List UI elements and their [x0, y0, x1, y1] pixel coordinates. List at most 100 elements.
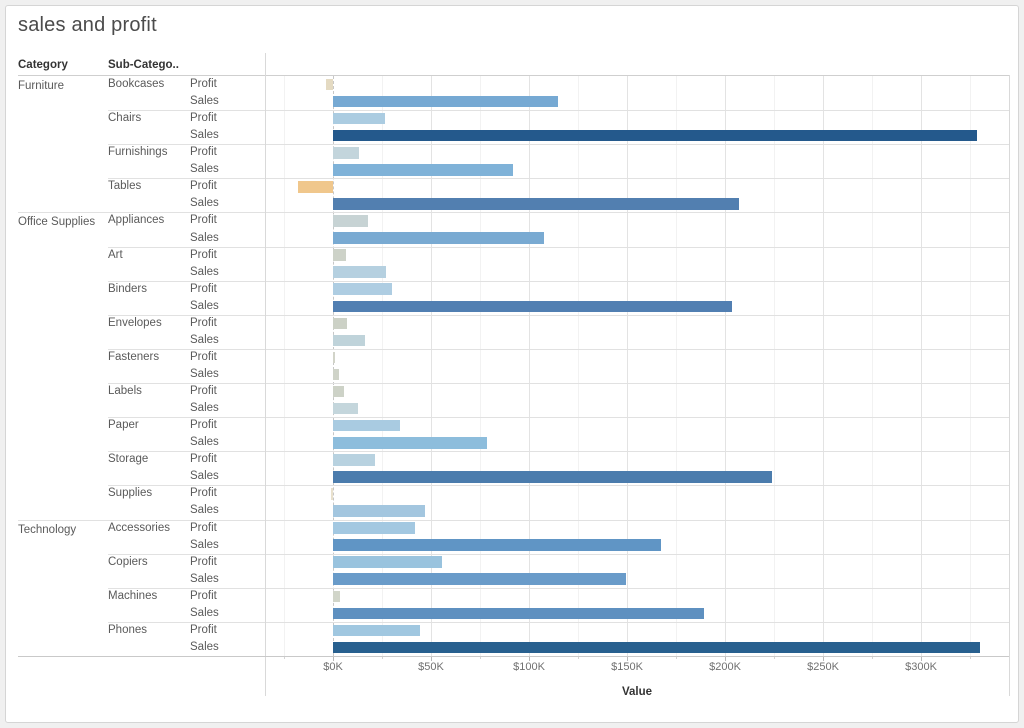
measure-label[interactable]: Profit [190, 112, 217, 125]
measure-label[interactable]: Sales [190, 538, 219, 551]
measure-label[interactable]: Sales [190, 572, 219, 585]
bar-art-profit[interactable] [333, 249, 346, 261]
major-gridline [921, 76, 922, 656]
bar-storage-sales[interactable] [333, 471, 772, 483]
bar-furnishings-profit[interactable] [333, 147, 359, 159]
subcategory-label[interactable]: Accessories [108, 521, 170, 534]
bar-chairs-sales[interactable] [333, 129, 977, 142]
subcategory-label[interactable]: Copiers [108, 555, 148, 568]
bar-fasteners-sales[interactable] [333, 368, 339, 381]
measure-label[interactable]: Sales [190, 95, 219, 108]
category-label[interactable]: Office Supplies [18, 216, 96, 229]
measure-label[interactable]: Sales [190, 197, 219, 210]
measure-label[interactable]: Profit [190, 350, 217, 363]
bar-phones-profit[interactable] [333, 624, 421, 637]
measure-label[interactable]: Profit [190, 316, 217, 329]
subcategory-label[interactable]: Labels [108, 385, 142, 398]
subcategory-label[interactable]: Storage [108, 453, 149, 466]
bar-appliances-profit[interactable] [333, 215, 369, 227]
bar-chairs-profit[interactable] [333, 112, 386, 125]
viz-card [5, 5, 1019, 723]
bar-copiers-sales[interactable] [333, 573, 627, 585]
bar-machines-sales[interactable] [333, 607, 704, 620]
subcategory-label[interactable]: Chairs [108, 112, 142, 125]
measure-label[interactable]: Sales [190, 470, 219, 483]
column-header-category[interactable]: Category [18, 59, 68, 71]
subcategory-label[interactable]: Art [108, 248, 123, 261]
bar-copiers-profit[interactable] [333, 556, 442, 568]
minor-gridline [774, 76, 775, 656]
bar-furnishings-sales[interactable] [333, 164, 513, 176]
subcategory-label[interactable]: Supplies [108, 487, 153, 500]
subcategory-label[interactable]: Furnishings [108, 146, 168, 159]
measure-label[interactable]: Profit [190, 487, 217, 500]
measure-label[interactable]: Sales [190, 333, 219, 346]
axis-tick [431, 657, 432, 661]
subcategory-label[interactable]: Paper [108, 419, 139, 432]
bar-labels-profit[interactable] [333, 385, 344, 398]
bar-art-sales[interactable] [333, 266, 387, 278]
subcategory-label[interactable]: Machines [108, 589, 158, 602]
axis-minor-tick [578, 657, 579, 659]
subcategory-separator [108, 246, 1009, 248]
measure-label[interactable]: Profit [190, 146, 217, 159]
subcategory-label[interactable]: Envelopes [108, 316, 162, 329]
measure-label[interactable]: Profit [190, 521, 217, 534]
measure-label[interactable]: Sales [190, 606, 219, 619]
measure-label[interactable]: Sales [190, 163, 219, 176]
measure-label[interactable]: Sales [190, 368, 219, 380]
bar-paper-sales[interactable] [333, 437, 487, 449]
measure-label[interactable]: Profit [190, 78, 217, 90]
measure-label[interactable]: Profit [190, 555, 217, 568]
bar-binders-profit[interactable] [333, 283, 393, 295]
bar-paper-profit[interactable] [333, 419, 400, 432]
bar-envelopes-sales[interactable] [333, 334, 366, 347]
bar-phones-sales[interactable] [333, 641, 980, 654]
measure-label[interactable]: Profit [190, 385, 217, 398]
measure-label[interactable]: Profit [190, 214, 217, 227]
measure-label[interactable]: Profit [190, 589, 217, 602]
category-label[interactable]: Technology [18, 523, 77, 536]
measure-label[interactable]: Sales [190, 640, 219, 653]
bar-tables-sales[interactable] [333, 198, 739, 210]
bar-accessories-sales[interactable] [333, 539, 662, 551]
bar-machines-profit[interactable] [333, 590, 340, 603]
subcategory-separator [108, 178, 1009, 180]
minor-gridline [676, 76, 677, 656]
measure-label[interactable]: Profit [190, 453, 217, 466]
axis-baseline [18, 656, 1009, 657]
measure-label[interactable]: Sales [190, 299, 219, 312]
bar-bookcases-profit[interactable] [326, 78, 333, 91]
measure-label[interactable]: Sales [190, 504, 219, 517]
bar-envelopes-profit[interactable] [333, 317, 347, 330]
measure-label[interactable]: Profit [190, 623, 217, 636]
subcategory-label[interactable]: Binders [108, 282, 147, 295]
column-header-subcategory[interactable]: Sub-Catego.. [108, 59, 179, 71]
measure-label[interactable]: Sales [190, 129, 219, 142]
bar-fasteners-profit[interactable] [333, 351, 335, 364]
subcategory-label[interactable]: Fasteners [108, 350, 160, 363]
subcategory-label[interactable]: Appliances [108, 214, 165, 227]
measure-label[interactable]: Profit [190, 282, 217, 295]
category-label[interactable]: Furniture [18, 80, 65, 92]
measure-label[interactable]: Sales [190, 402, 219, 415]
measure-label[interactable]: Profit [190, 419, 217, 432]
subcategory-label[interactable]: Bookcases [108, 78, 165, 90]
measure-label[interactable]: Profit [190, 180, 217, 193]
bar-binders-sales[interactable] [333, 300, 732, 313]
subcategory-label[interactable]: Phones [108, 623, 148, 636]
axis-tick-label: $0K [323, 661, 343, 673]
bar-accessories-profit[interactable] [333, 522, 416, 534]
bar-supplies-profit[interactable] [330, 488, 333, 500]
bar-bookcases-sales[interactable] [333, 95, 559, 108]
measure-label[interactable]: Sales [190, 265, 219, 278]
bar-appliances-sales[interactable] [333, 232, 544, 244]
measure-label[interactable]: Sales [190, 231, 219, 244]
bar-storage-profit[interactable] [333, 454, 375, 466]
measure-label[interactable]: Sales [190, 436, 219, 449]
bar-labels-sales[interactable] [333, 402, 358, 415]
subcategory-label[interactable]: Tables [108, 180, 142, 193]
bar-tables-profit[interactable] [298, 181, 333, 193]
measure-label[interactable]: Profit [190, 248, 217, 261]
bar-supplies-sales[interactable] [333, 505, 425, 517]
